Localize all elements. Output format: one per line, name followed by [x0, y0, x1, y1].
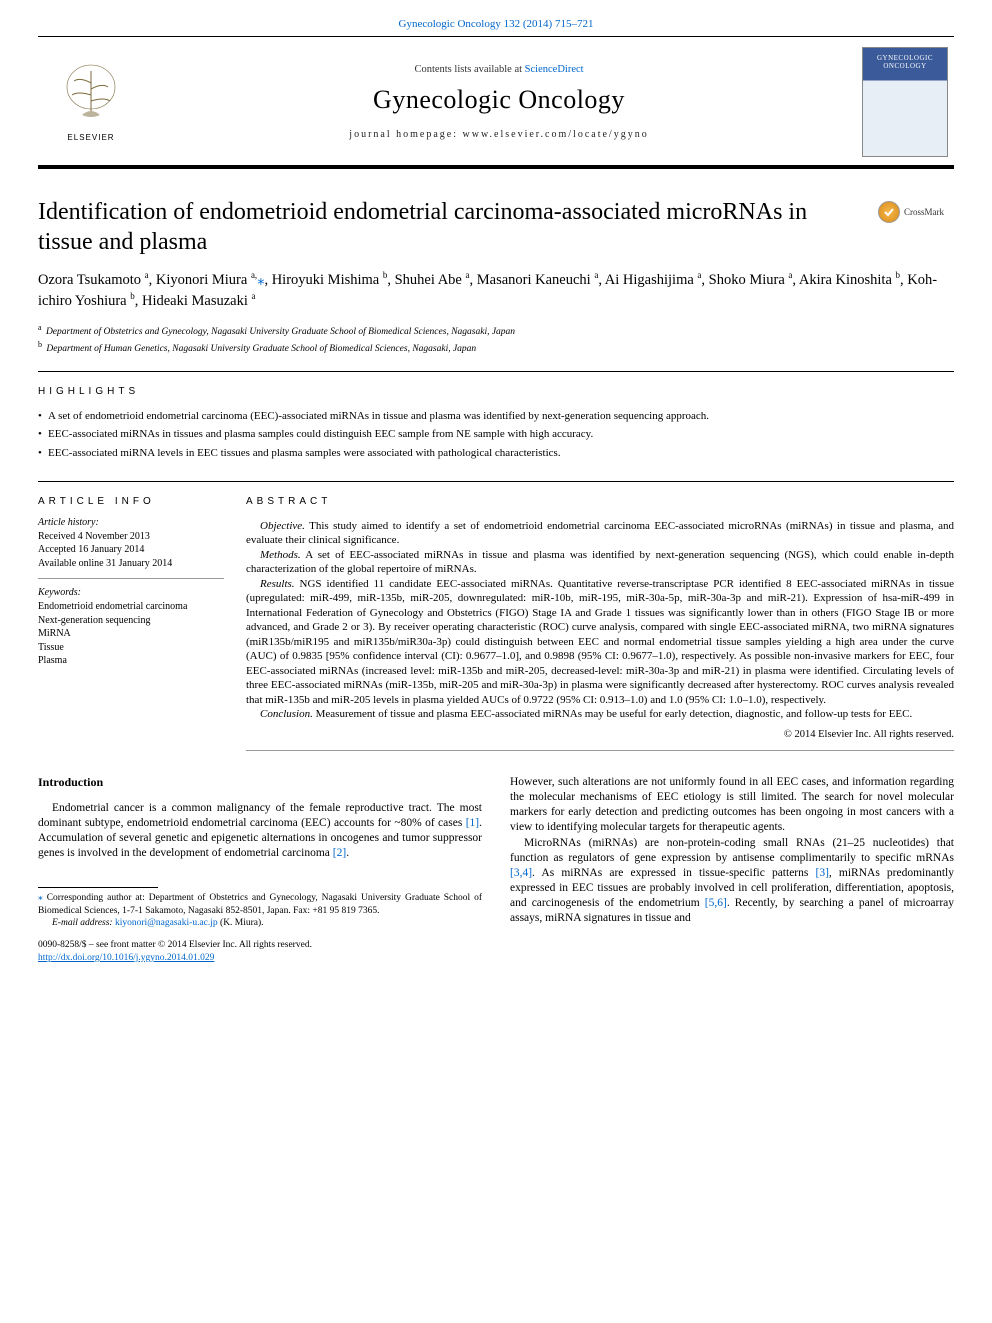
homepage-prefix: journal homepage: [349, 129, 462, 140]
highlights-label: HIGHLIGHTS [38, 386, 954, 397]
author: Akira Kinoshita b [799, 272, 900, 288]
footnote-separator [38, 887, 158, 888]
contents-prefix: Contents lists available at [414, 64, 524, 75]
highlight-item: EEC-associated miRNAs in tissues and pla… [38, 425, 954, 444]
abstract-label: ABSTRACT [246, 496, 954, 507]
keyword: MiRNA [38, 627, 224, 641]
crossmark-badge[interactable]: CrossMark [878, 201, 954, 223]
ref-link-56[interactable]: [5,6] [705, 897, 727, 909]
abstract-copyright: © 2014 Elsevier Inc. All rights reserved… [246, 728, 954, 742]
affiliation: b Department of Human Genetics, Nagasaki… [38, 339, 954, 356]
article-info-label: ARTICLE INFO [38, 496, 224, 507]
abs-methods-label: Methods. [260, 549, 301, 561]
highlight-item: EEC-associated miRNA levels in EEC tissu… [38, 444, 954, 463]
author: Ozora Tsukamoto a [38, 272, 149, 288]
journal-homepage: journal homepage: www.elsevier.com/locat… [136, 129, 862, 140]
ref-link-34[interactable]: [3,4] [510, 867, 532, 879]
body-text: Introduction Endometrial cancer is a com… [38, 775, 954, 930]
author: Kiyonori Miura a,⁎ [156, 272, 265, 288]
body-p1c: . [346, 847, 349, 859]
crossmark-icon [878, 201, 900, 223]
author: Shoko Miura a [709, 272, 793, 288]
highlights-list: A set of endometrioid endometrial carcin… [38, 407, 954, 463]
keyword: Next-generation sequencing [38, 614, 224, 628]
history-line: Received 4 November 2013 [38, 530, 224, 544]
author: Shuhei Abe a [395, 272, 470, 288]
affiliation: a Department of Obstetrics and Gynecolog… [38, 322, 954, 339]
author: Ai Higashijima a [605, 272, 702, 288]
keywords-label: Keywords: [38, 587, 224, 598]
keyword: Endometrioid endometrial carcinoma [38, 600, 224, 614]
intro-heading: Introduction [38, 775, 482, 791]
author-list: Ozora Tsukamoto a, Kiyonori Miura a,⁎, H… [38, 269, 954, 312]
history-line: Available online 31 January 2014 [38, 557, 224, 571]
email-label: E-mail address: [52, 918, 113, 928]
abs-conclusion: Measurement of tissue and plasma EEC-ass… [313, 708, 912, 720]
elsevier-tree-icon [58, 63, 124, 133]
article-title: Identification of endometrioid endometri… [38, 197, 860, 257]
footer: 0090-8258/$ – see front matter © 2014 El… [38, 939, 954, 964]
article-info-sidebar: ARTICLE INFO Article history: Received 4… [38, 482, 246, 751]
abstract-column: ABSTRACT Objective. This study aimed to … [246, 482, 954, 751]
body-p2: However, such alterations are not unifor… [510, 776, 954, 834]
body-p3a: MicroRNAs (miRNAs) are non-protein-codin… [510, 837, 954, 864]
body-p1a: Endometrial cancer is a common malignanc… [38, 802, 482, 829]
history-label: Article history: [38, 517, 224, 528]
journal-cover-thumbnail: GYNECOLOGIC ONCOLOGY [862, 47, 948, 157]
contents-line: Contents lists available at ScienceDirec… [136, 64, 862, 75]
journal-reference: Gynecologic Oncology 132 (2014) 715–721 [0, 0, 992, 36]
journal-header: ELSEVIER Contents lists available at Sci… [38, 36, 954, 169]
abs-conclusion-label: Conclusion. [260, 708, 313, 720]
footnote-corr: Corresponding author at: Department of O… [38, 893, 482, 915]
corresponding-footnote: ⁎ Corresponding author at: Department of… [38, 892, 482, 917]
email-who: (K. Miura). [218, 918, 264, 928]
author: Masanori Kaneuchi a [477, 272, 599, 288]
abs-results-label: Results. [260, 578, 295, 590]
abs-objective-label: Objective. [260, 520, 305, 532]
abstract-body: Objective. This study aimed to identify … [246, 519, 954, 742]
abs-results: NGS identified 11 candidate EEC-associat… [246, 578, 954, 706]
homepage-url[interactable]: www.elsevier.com/locate/ygyno [463, 129, 649, 140]
journal-title: Gynecologic Oncology [136, 85, 862, 115]
affiliations: a Department of Obstetrics and Gynecolog… [38, 322, 954, 357]
publisher-name: ELSEVIER [67, 133, 114, 142]
author: Hiroyuki Mishima b [272, 272, 388, 288]
ref-link-1[interactable]: [1] [466, 817, 479, 829]
star-icon: ⁎ [38, 893, 47, 903]
header-center: Contents lists available at ScienceDirec… [136, 64, 862, 140]
email-footnote: E-mail address: kiyonori@nagasaki-u.ac.j… [38, 917, 482, 929]
doi-link[interactable]: http://dx.doi.org/10.1016/j.ygyno.2014.0… [38, 953, 214, 963]
author: Hideaki Masuzaki a [142, 293, 256, 309]
ref-link-3[interactable]: [3] [815, 867, 828, 879]
keyword: Tissue [38, 641, 224, 655]
elsevier-logo: ELSEVIER [46, 52, 136, 152]
cover-label: GYNECOLOGIC ONCOLOGY [867, 54, 943, 70]
ref-link-2[interactable]: [2] [333, 847, 346, 859]
crossmark-label: CrossMark [904, 207, 944, 217]
sciencedirect-link[interactable]: ScienceDirect [525, 64, 584, 75]
keyword: Plasma [38, 654, 224, 668]
body-p3b: . As miRNAs are expressed in tissue-spec… [532, 867, 815, 879]
highlight-item: A set of endometrioid endometrial carcin… [38, 407, 954, 426]
history-line: Accepted 16 January 2014 [38, 543, 224, 557]
abs-methods: A set of EEC-associated miRNAs in tissue… [246, 549, 954, 576]
footer-copyright: 0090-8258/$ – see front matter © 2014 El… [38, 939, 954, 951]
email-link[interactable]: kiyonori@nagasaki-u.ac.jp [115, 918, 218, 928]
abs-objective: This study aimed to identify a set of en… [246, 520, 954, 547]
